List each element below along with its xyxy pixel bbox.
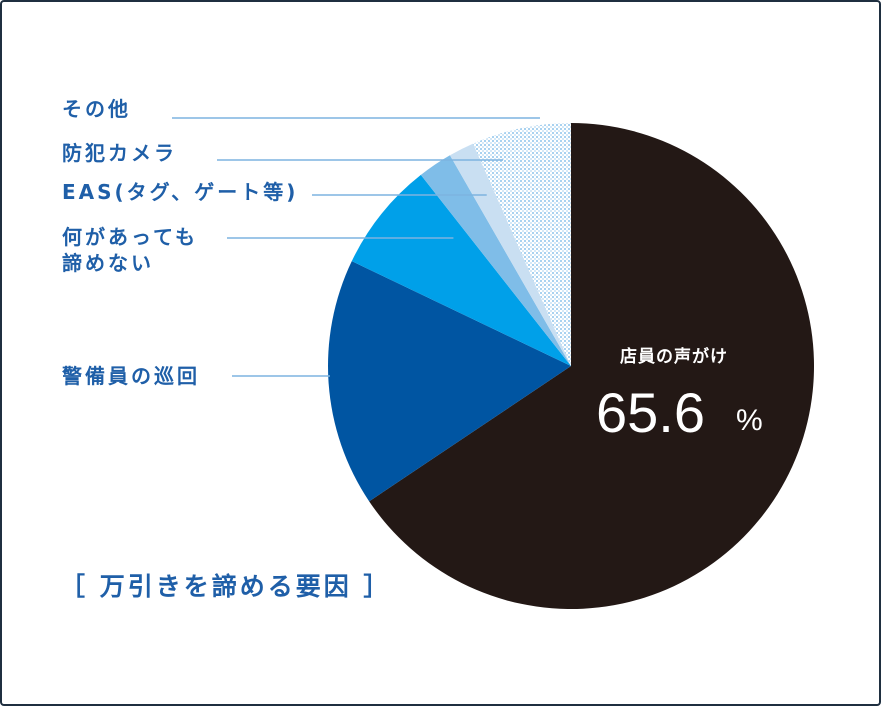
pie-slice-0 [369, 123, 815, 609]
slices-layer [328, 123, 815, 609]
pie-slice-4 [449, 143, 571, 366]
slice-label-2: 何があっても諦めない [62, 225, 198, 275]
slice-label-4: 防犯カメラ [62, 141, 177, 165]
pie-slice-5 [473, 123, 571, 366]
leader-lines-layer [172, 117, 540, 377]
pie-slice-3 [420, 155, 571, 366]
center-label-group: 店員の声がけ 65.6 % [596, 346, 763, 444]
pie-slice-2 [351, 174, 571, 366]
slice-label-1: 警備員の巡回 [62, 364, 200, 388]
pie-slice-1 [328, 261, 571, 502]
slice-label-5: その他 [62, 97, 131, 121]
labels-layer: 警備員の巡回 何があっても諦めない EAS(タグ、ゲート等) 防犯カメラ その他 [62, 97, 298, 388]
slice-label-3: EAS(タグ、ゲート等) [62, 180, 298, 204]
chart-caption: ［ 万引きを諦める要因 ］ [60, 572, 391, 601]
center-slice-name: 店員の声がけ [620, 346, 728, 367]
center-slice-value: 65.6 [596, 381, 705, 444]
center-slice-unit: % [736, 404, 763, 437]
